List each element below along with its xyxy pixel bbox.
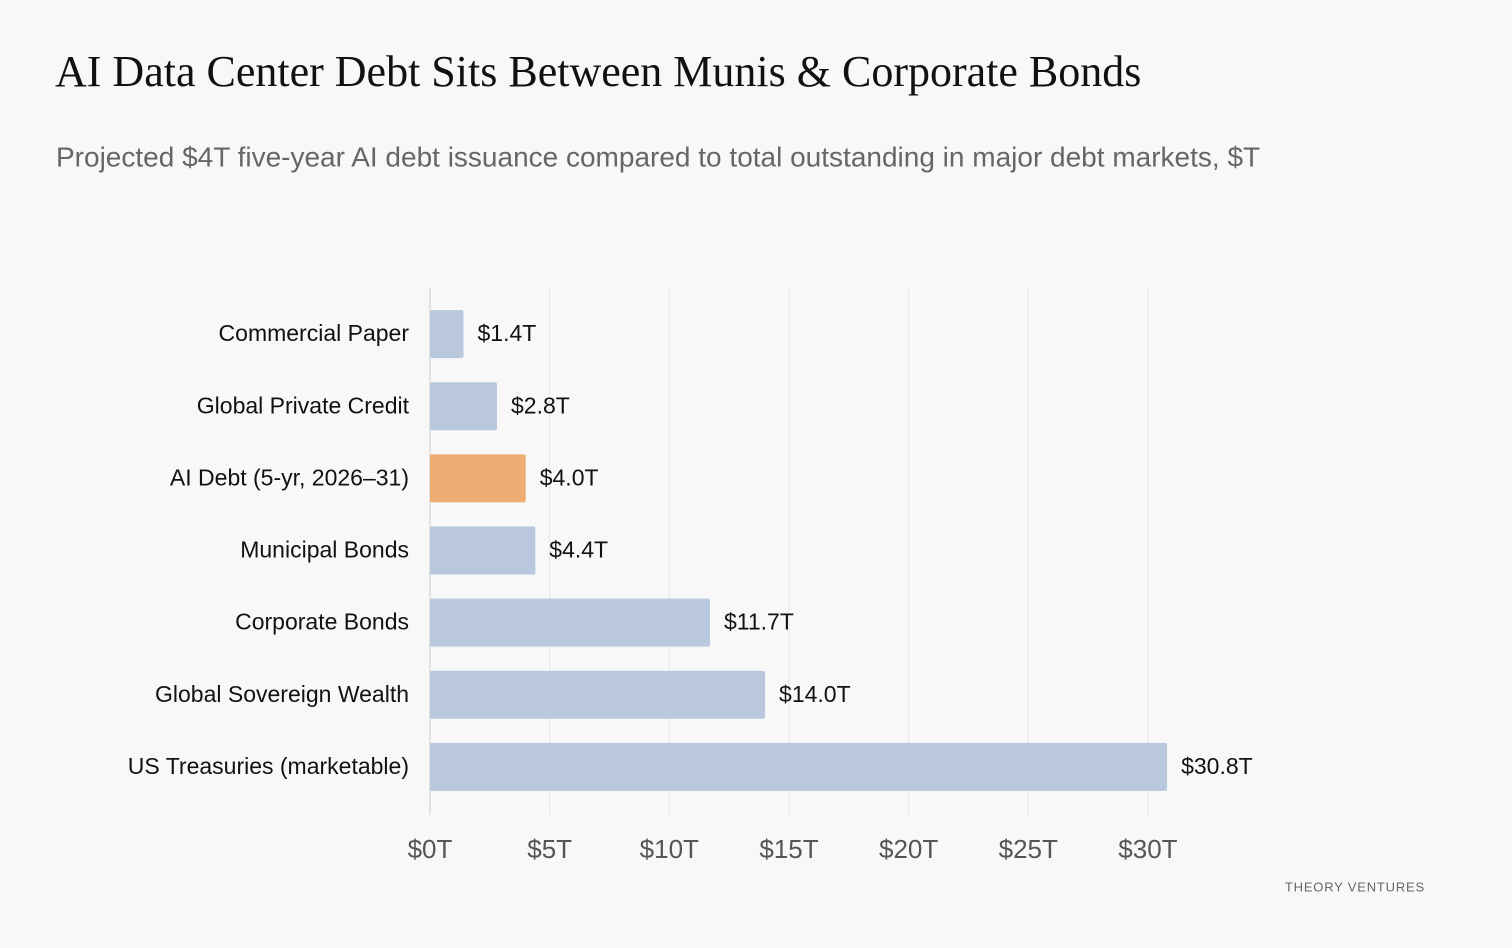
bar (430, 670, 766, 719)
bar (430, 742, 1168, 791)
value-label: $11.7T (724, 609, 794, 635)
value-label: $1.4T (478, 320, 537, 346)
y-tick-label: Global Private Credit (197, 392, 410, 418)
x-tick-label: $30T (1118, 834, 1177, 864)
value-label: $4.4T (549, 537, 608, 563)
value-label: $30.8T (1181, 753, 1253, 779)
bar (430, 310, 464, 359)
x-tick-label: $25T (999, 834, 1058, 864)
bar (430, 526, 536, 575)
chart-title: AI Data Center Debt Sits Between Munis &… (55, 47, 1141, 96)
source: THEORY VENTURES (1285, 879, 1425, 894)
bar (430, 382, 498, 431)
y-tick-label: Corporate Bonds (235, 609, 409, 635)
x-tick-label: $5T (527, 834, 572, 864)
x-tick-label: $15T (759, 834, 818, 864)
y-tick-label: Global Sovereign Wealth (155, 681, 409, 707)
value-label: $4.0T (540, 464, 599, 490)
x-tick-label: $20T (879, 834, 938, 864)
value-label: $2.8T (511, 392, 570, 418)
y-tick-label: US Treasuries (marketable) (128, 753, 409, 779)
y-tick-label: AI Debt (5-yr, 2026–31) (170, 464, 409, 490)
x-tick-label: $0T (408, 834, 453, 864)
value-label: $14.0T (779, 681, 851, 707)
bar (430, 454, 526, 503)
y-tick-label: Commercial Paper (219, 320, 410, 346)
y-tick-label: Municipal Bonds (240, 537, 409, 563)
bar (430, 598, 710, 647)
chart-subtitle: Projected $4T five-year AI debt issuance… (56, 141, 1260, 172)
x-tick-label: $10T (640, 834, 699, 864)
